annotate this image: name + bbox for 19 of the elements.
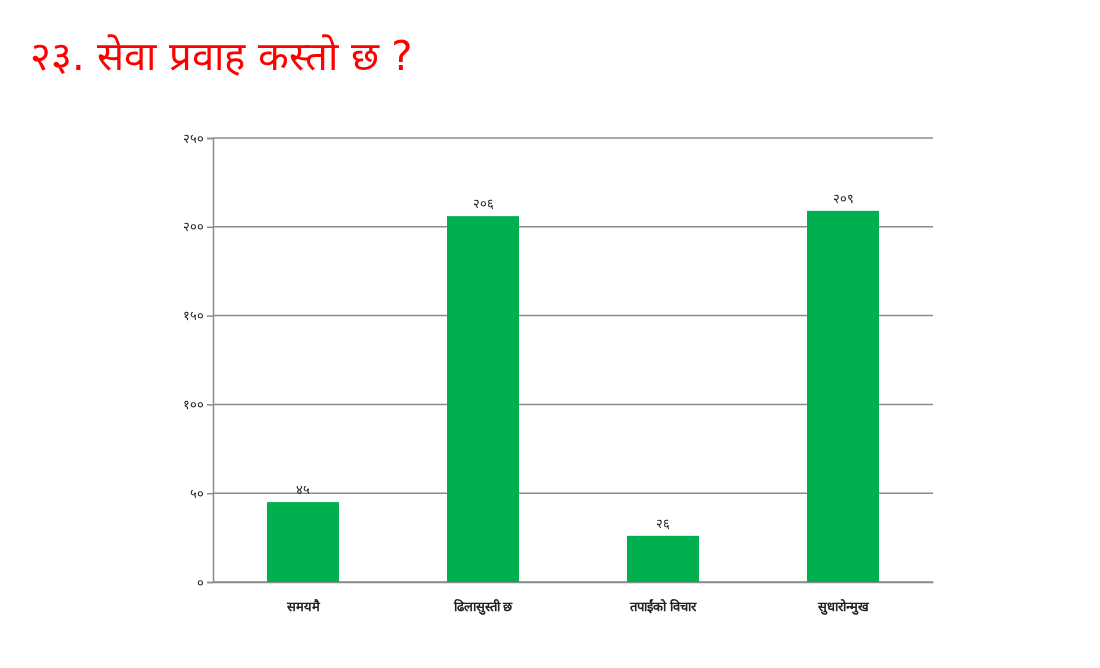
y-tick-label: १५० xyxy=(183,308,204,324)
y-tick-label: १०० xyxy=(183,397,204,413)
y-tick-label: ० xyxy=(197,574,204,590)
bar xyxy=(447,216,519,582)
y-tick-label: ५० xyxy=(190,485,204,501)
data-label: २६ xyxy=(656,515,670,531)
data-label: २०६ xyxy=(472,196,494,212)
y-tick-label: २५० xyxy=(183,130,204,146)
data-label: ४५ xyxy=(296,482,310,498)
x-tick-label: ढिलासुस्ती छ xyxy=(452,599,514,616)
x-tick-label: समयमै xyxy=(285,599,321,615)
chart-title: २३. सेवा प्रवाह कस्तो छ ? xyxy=(30,33,413,79)
y-tick-label: २०० xyxy=(183,219,204,235)
x-tick-label: सुधारोन्मुख xyxy=(816,599,870,616)
bar xyxy=(627,535,699,582)
bar xyxy=(267,502,339,582)
bar xyxy=(807,210,879,582)
x-tick-label: तपाईंको विचार xyxy=(629,599,697,615)
data-label: २०९ xyxy=(832,190,854,206)
